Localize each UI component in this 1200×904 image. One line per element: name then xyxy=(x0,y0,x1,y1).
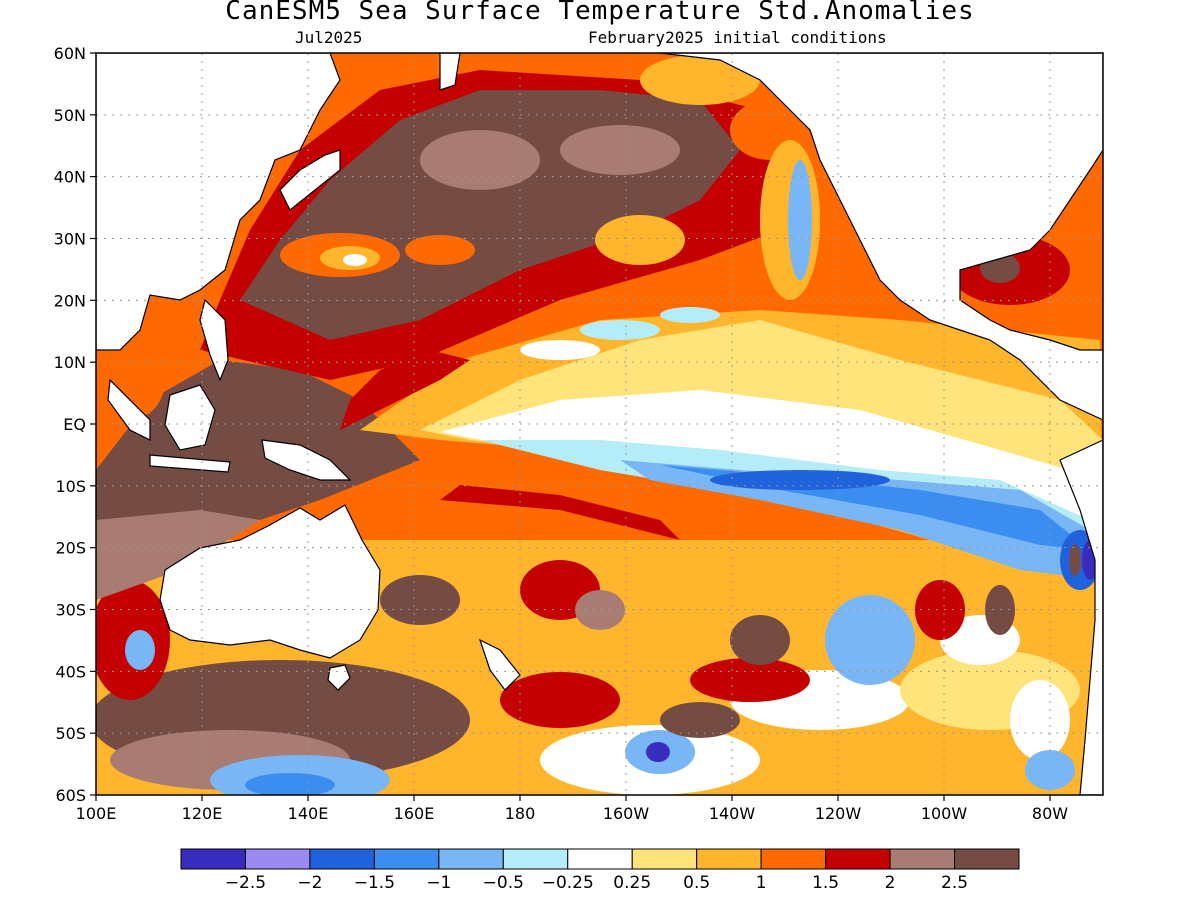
colorbar-label: 0.25 xyxy=(613,873,651,893)
colorbar-swatch xyxy=(502,848,569,870)
lon-tick-label: 100E xyxy=(76,804,117,823)
colorbar-swatch xyxy=(567,848,633,870)
lat-tick-label: 40N xyxy=(54,168,86,187)
latitude-axis: 60N 50N 40N 30N 20N 10N EQ 10S 20S 30S 40S 50S 60S xyxy=(54,44,96,805)
japan xyxy=(279,149,341,211)
colorbar-swatch xyxy=(760,848,827,870)
java xyxy=(149,454,231,473)
lat-tick-label: 20N xyxy=(54,291,86,310)
colorbar-swatch xyxy=(180,848,246,870)
new-zealand xyxy=(478,638,521,691)
sumatra xyxy=(107,378,151,441)
lon-tick-label: 120W xyxy=(815,804,862,823)
colorbar-label: −1 xyxy=(426,873,451,893)
lat-tick-label: 60S xyxy=(55,786,86,805)
lat-tick-label: 60N xyxy=(54,44,86,63)
borneo xyxy=(164,384,216,451)
lat-tick-label: 30N xyxy=(54,230,86,249)
lon-tick-label: 140E xyxy=(288,804,329,823)
south-america xyxy=(1059,439,1103,795)
colorbar-swatch xyxy=(696,848,762,870)
colorbar-swatch xyxy=(438,848,504,870)
colorbar: −2.5 −2 −1.5 −1 −0.5 −0.25 0.25 0.5 1 1.5 2 2.5 xyxy=(180,848,1020,893)
lat-tick-label: 50S xyxy=(55,724,86,743)
lat-tick-label: EQ xyxy=(63,415,86,434)
colorbar-label: −0.5 xyxy=(483,873,524,893)
lat-tick-label: 30S xyxy=(55,601,86,620)
colorbar-swatch xyxy=(309,848,375,870)
colorbar-label: −0.25 xyxy=(542,873,594,893)
lon-tick-label: 140W xyxy=(709,804,756,823)
lat-tick-label: 40S xyxy=(55,662,86,681)
colorbar-label: −2.5 xyxy=(225,873,266,893)
colorbar-label: 2 xyxy=(885,873,896,893)
colorbar-label: 0.5 xyxy=(683,873,710,893)
longitude-axis: 100E 120E 140E 160E 180 160W 140W 120W 100W 80W xyxy=(76,795,1068,823)
colorbar-label: 2.5 xyxy=(941,873,968,893)
initial-conditions-label: February2025 initial conditions xyxy=(588,28,887,47)
land-masses xyxy=(96,53,1103,795)
lon-tick-label: 160E xyxy=(394,804,435,823)
colorbar-swatch xyxy=(825,848,891,870)
colorbar-label: −1.5 xyxy=(354,873,395,893)
colorbar-swatch xyxy=(373,848,440,870)
asia-mainland xyxy=(96,53,341,351)
lon-tick-label: 160W xyxy=(603,804,650,823)
lon-tick-label: 100W xyxy=(921,804,968,823)
colorbar-label: 1.5 xyxy=(812,873,839,893)
lon-tick-label: 80W xyxy=(1032,804,1068,823)
colorbar-swatch xyxy=(631,848,698,870)
colorbar-label: −2 xyxy=(297,873,322,893)
lat-tick-label: 10N xyxy=(54,353,86,372)
forecast-month: Jul2025 xyxy=(295,28,363,47)
colorbar-label: 1 xyxy=(756,873,767,893)
lon-tick-label: 120E xyxy=(182,804,223,823)
lat-tick-label: 10S xyxy=(55,477,86,496)
colorbar-swatch xyxy=(244,848,311,870)
new-guinea xyxy=(261,439,352,481)
philippines xyxy=(199,298,229,382)
colorbar-swatch xyxy=(889,848,956,870)
lat-tick-label: 20S xyxy=(55,539,86,558)
lon-tick-label: 180 xyxy=(505,804,536,823)
colorbar-swatch xyxy=(954,848,1020,870)
lat-tick-label: 50N xyxy=(54,106,86,125)
map-title: CanESM5 Sea Surface Temperature Std.Anom… xyxy=(225,0,975,26)
kamchatka xyxy=(439,53,461,91)
